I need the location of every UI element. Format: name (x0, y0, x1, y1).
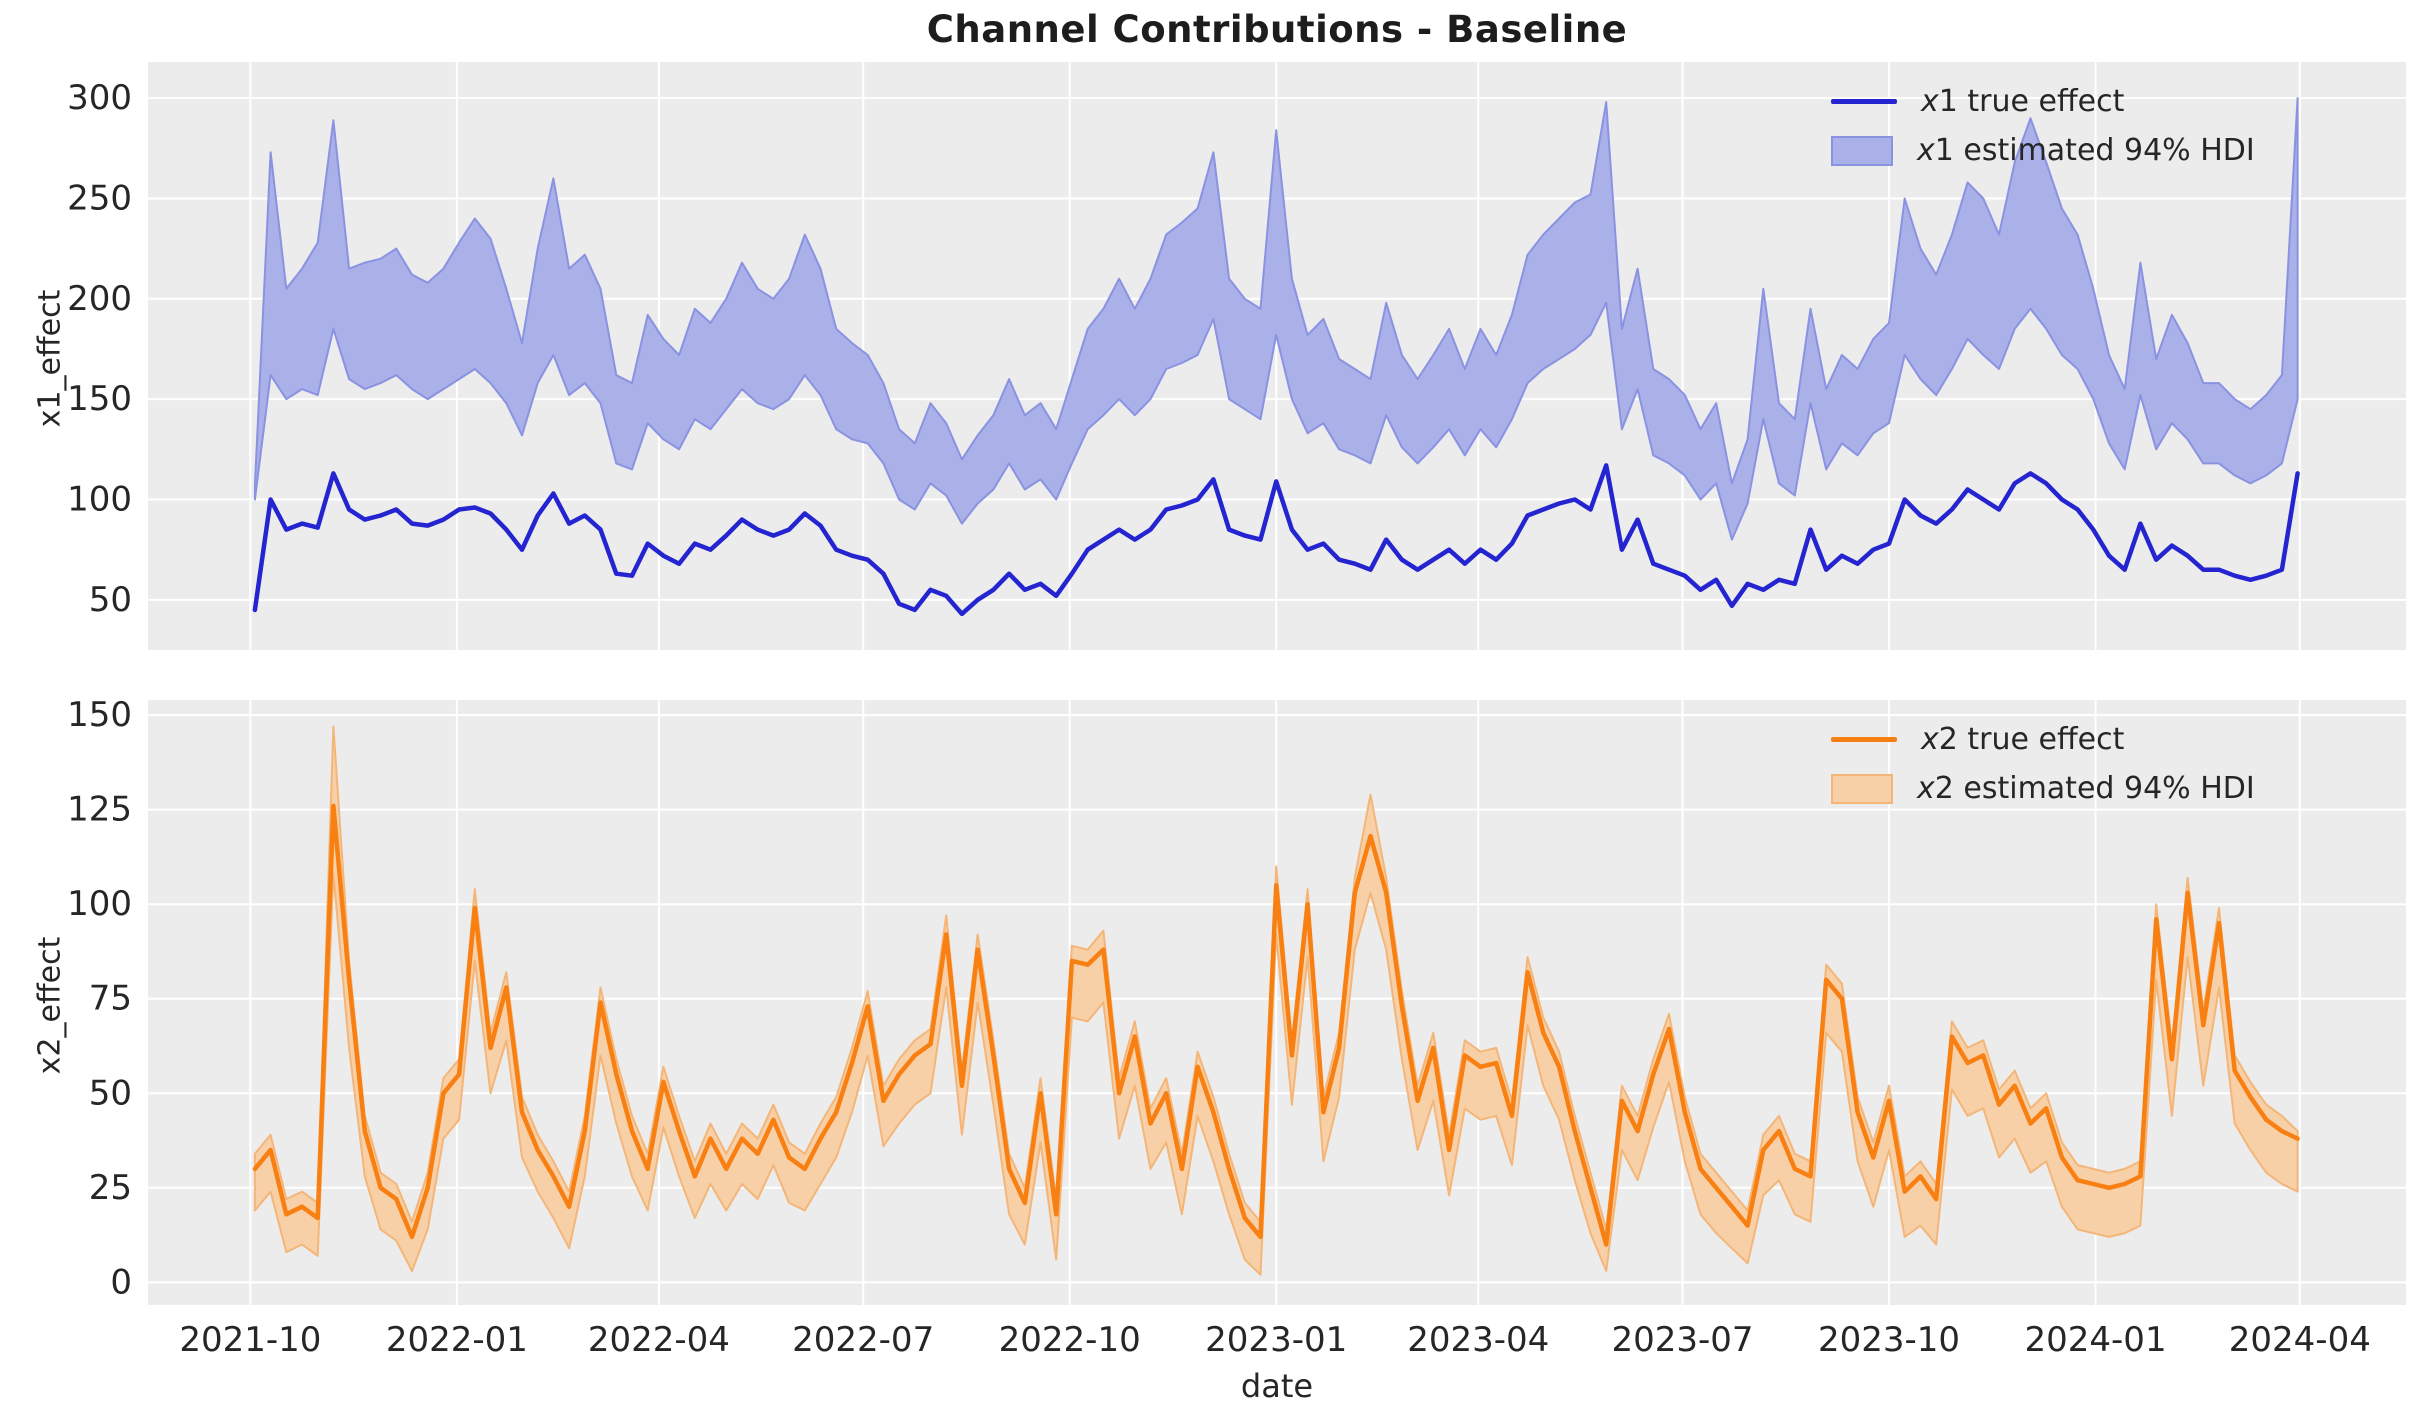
y-tick-label: 100 (67, 479, 132, 519)
x-tick-label: 2023-07 (1611, 1320, 1753, 1360)
legend-label: x2 true effect (1921, 722, 2125, 757)
legend-item-x2-hdi: x2 estimated 94% HDI (1831, 771, 2255, 806)
hdi-band (253, 97, 2299, 541)
x-tick-label: 2022-10 (999, 1320, 1141, 1360)
x1-legend: x1 true effect x1 estimated 94% HDI (1831, 84, 2255, 168)
y-tick-label: 150 (67, 379, 132, 419)
x-tick-label: 2023-10 (1818, 1320, 1960, 1360)
x2-legend: x2 true effect x2 estimated 94% HDI (1831, 722, 2255, 806)
legend-label: x1 estimated 94% HDI (1917, 133, 2255, 168)
y-tick-label: 150 (67, 695, 132, 735)
y-tick-label: 75 (89, 979, 132, 1019)
x-axis-label: date (1240, 1367, 1314, 1405)
y-tick-label: 100 (67, 884, 132, 924)
x-tick-label: 2024-01 (2025, 1320, 2167, 1360)
legend-label: x1 true effect (1921, 84, 2125, 119)
legend-item-x1-true-effect: x1 true effect (1831, 84, 2124, 119)
x2-line-swatch (1831, 737, 1897, 742)
x2-hdi-swatch (1831, 773, 1893, 804)
x-tick-label: 2023-01 (1205, 1320, 1347, 1360)
x-tick-label: 2022-07 (792, 1320, 934, 1360)
y-tick-label: 50 (89, 1073, 132, 1113)
y-tick-label: 200 (67, 279, 132, 319)
x-tick-label: 2022-01 (386, 1320, 528, 1360)
y-tick-label: 125 (67, 790, 132, 830)
y-tick-label: 300 (67, 78, 132, 118)
x2-effect-panel: 0 25 50 75 100 125 150 2021-10 2022-01 2022-04 202… (67, 695, 2406, 1360)
y-tick-label: 50 (89, 580, 132, 620)
x-tick-label: 2021-10 (179, 1320, 321, 1360)
x2-y-axis-label: x2_effect (32, 936, 68, 1074)
x1-line-swatch (1831, 99, 1897, 104)
y-tick-label: 0 (110, 1262, 132, 1302)
true-effect-line (252, 803, 2300, 1247)
legend-item-x2-true-effect: x2 true effect (1831, 722, 2124, 757)
true-effect-line (252, 463, 2300, 617)
y-tick-label: 250 (67, 178, 132, 218)
x-tick-label: 2023-04 (1407, 1320, 1549, 1360)
x-tick-label: 2024-04 (2229, 1320, 2371, 1360)
x-tick-label: 2022-04 (588, 1320, 730, 1360)
x1-hdi-swatch (1831, 135, 1893, 166)
legend-label: x2 estimated 94% HDI (1917, 771, 2255, 806)
figure-title: Channel Contributions - Baseline (926, 8, 1628, 51)
legend-item-x1-hdi: x1 estimated 94% HDI (1831, 133, 2255, 168)
y-tick-label: 25 (89, 1168, 132, 1208)
x1-effect-panel: 50 100 150 200 250 300 (67, 62, 2406, 650)
x1-y-axis-label: x1_effect (32, 289, 68, 428)
